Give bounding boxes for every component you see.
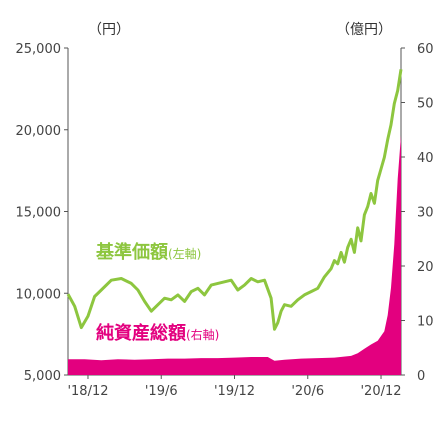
x-tick-label: '20/12: [360, 384, 401, 399]
x-tick-label: '19/6: [145, 384, 178, 399]
nav-axis-note: (左軸): [168, 246, 201, 261]
left-tick-label: 10,000: [16, 287, 62, 302]
x-tick-label: '20/6: [291, 384, 324, 399]
right-axis-ticks: 60 50 40 30 20 10 0: [401, 42, 434, 384]
left-axis-ticks: 25,000 20,000 15,000 10,000 5,000: [16, 42, 68, 384]
right-tick-label: 40: [417, 151, 434, 166]
right-tick-label: 0: [417, 369, 425, 384]
net-assets-axis-note: (右軸): [186, 327, 219, 342]
left-axis-unit: （円）: [88, 22, 130, 38]
left-tick-label: 15,000: [16, 206, 62, 221]
left-tick-label: 20,000: [16, 124, 62, 139]
right-tick-label: 60: [417, 42, 434, 57]
net-assets-area: [68, 135, 401, 375]
right-tick-label: 20: [417, 260, 434, 275]
right-tick-label: 50: [417, 97, 434, 112]
x-tick-label: '18/12: [67, 384, 108, 399]
nav-series-name: 基準価額: [95, 241, 168, 263]
right-tick-label: 10: [417, 315, 434, 330]
nav-series-label: 基準価額(左軸): [95, 241, 201, 263]
x-tick-label: '19/12: [214, 384, 255, 399]
nav-line: [66, 69, 403, 331]
x-axis-ticks: '18/12 '19/6 '19/12 '20/6 '20/12: [67, 375, 402, 399]
net-assets-series-label: 純資産総額(右軸): [96, 322, 219, 344]
net-assets-series-name: 純資産総額: [96, 322, 186, 344]
left-tick-label: 25,000: [16, 42, 62, 57]
left-tick-label: 5,000: [24, 369, 61, 384]
right-axis-unit: （億円）: [336, 22, 392, 38]
right-tick-label: 30: [417, 206, 434, 221]
